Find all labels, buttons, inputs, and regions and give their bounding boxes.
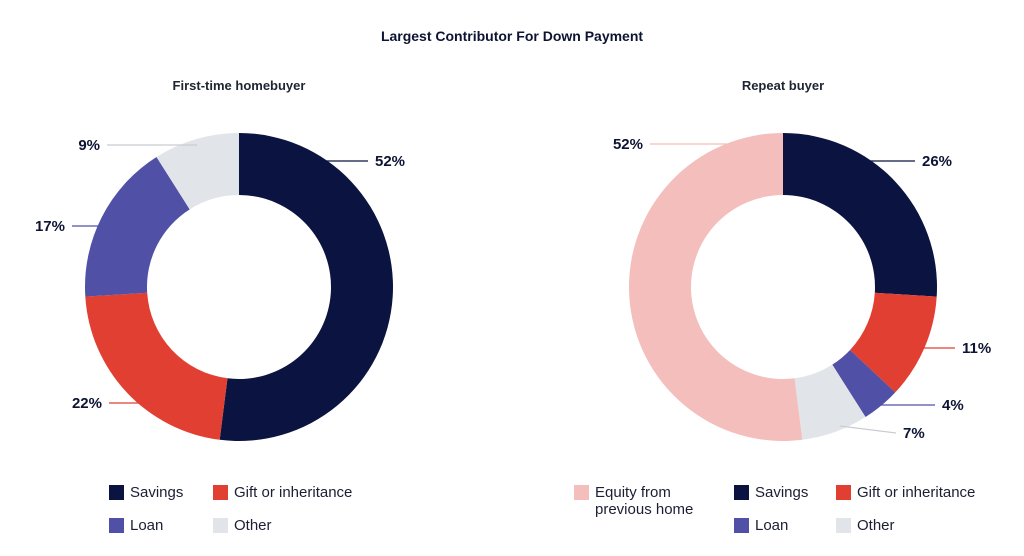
legend-swatch — [109, 518, 124, 533]
legend-label: Gift or inheritance — [234, 484, 353, 501]
legend-swatch — [734, 485, 749, 500]
data-label-2-savings: 26% — [922, 153, 952, 170]
slice-2-gift-or-inheritance — [850, 292, 937, 393]
slice-1-loan — [85, 156, 190, 297]
slice-2-other — [794, 364, 866, 440]
data-label-2-loan: 4% — [942, 397, 964, 414]
legend-label: Loan — [755, 517, 789, 534]
legend-item-1-loan: Loan — [109, 517, 163, 534]
legend-swatch — [836, 518, 851, 533]
legend-item-1-other: Other — [213, 517, 272, 534]
legend-item-2-loan: Loan — [734, 517, 788, 534]
page-title: Largest Contributor For Down Payment — [380, 28, 644, 44]
slice-1-savings — [219, 133, 393, 441]
data-label-1-loan: 17% — [35, 218, 65, 235]
data-label-2-equity-from-previous-home: 52% — [613, 136, 643, 153]
leader-line-2-other — [839, 425, 897, 434]
legend-label: Savings — [755, 484, 809, 501]
legend-item-1-savings: Savings — [109, 484, 183, 501]
legend-label: Loan — [130, 517, 164, 534]
slice-2-savings — [783, 133, 937, 297]
legend-swatch — [836, 485, 851, 500]
legend-item-2-equity-from-previous-home: Equity from previous home — [574, 484, 714, 518]
legend-item-2-savings: Savings — [734, 484, 808, 501]
legend-item-2-other: Other — [836, 517, 895, 534]
chart-title-first-time: First-time homebuyer — [172, 78, 306, 93]
legend-label: Other — [234, 517, 272, 534]
data-label-1-other: 9% — [78, 137, 100, 154]
legend-swatch — [213, 485, 228, 500]
legend-swatch — [109, 485, 124, 500]
legend-item-2-gift-or-inheritance: Gift or inheritance — [836, 484, 975, 501]
data-label-1-savings: 52% — [375, 153, 405, 170]
data-label-2-gift-or-inheritance: 11% — [962, 340, 991, 357]
legend-label: Savings — [130, 484, 184, 501]
slice-1-gift-or-inheritance — [85, 292, 228, 440]
data-label-1-gift-or-inheritance: 22% — [72, 395, 102, 412]
legend-item-1-gift-or-inheritance: Gift or inheritance — [213, 484, 352, 501]
legend-swatch — [734, 518, 749, 533]
legend-swatch — [213, 518, 228, 533]
slice-1-other — [156, 133, 239, 210]
data-label-2-other: 7% — [903, 425, 925, 442]
legend-swatch — [574, 485, 589, 500]
slice-2-equity-from-previous-home — [629, 133, 803, 441]
chart-title-repeat: Repeat buyer — [741, 78, 825, 93]
legend-label: Other — [857, 517, 895, 534]
slice-2-loan — [832, 349, 896, 418]
legend-label: Gift or inheritance — [857, 484, 976, 501]
legend-label: Equity from previous home — [595, 484, 694, 518]
